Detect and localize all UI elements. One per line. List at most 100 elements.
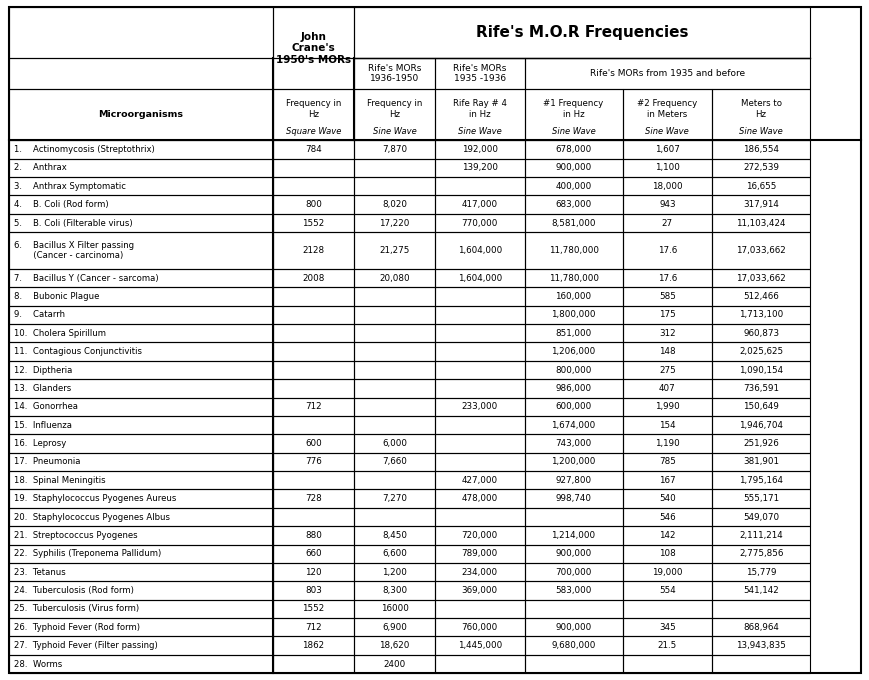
Bar bbox=[524, 655, 622, 673]
Bar bbox=[354, 361, 434, 379]
Bar bbox=[434, 233, 524, 269]
Bar bbox=[273, 379, 354, 398]
Bar bbox=[434, 140, 524, 158]
Bar bbox=[524, 269, 622, 288]
Text: 760,000: 760,000 bbox=[461, 623, 497, 632]
Bar bbox=[711, 508, 809, 526]
Text: 7,270: 7,270 bbox=[381, 494, 407, 503]
Bar bbox=[9, 379, 273, 398]
Text: 1,200,000: 1,200,000 bbox=[551, 458, 595, 466]
Text: 27.  Typhoid Fever (Filter passing): 27. Typhoid Fever (Filter passing) bbox=[14, 641, 157, 650]
Text: 2400: 2400 bbox=[383, 660, 405, 668]
Bar bbox=[434, 306, 524, 324]
Bar bbox=[524, 581, 622, 600]
Text: 1,190: 1,190 bbox=[654, 439, 679, 448]
Text: 142: 142 bbox=[659, 531, 675, 540]
Bar bbox=[9, 306, 273, 324]
Text: 720,000: 720,000 bbox=[461, 531, 497, 540]
Text: Meters to
Hz: Meters to Hz bbox=[740, 99, 780, 118]
Text: 868,964: 868,964 bbox=[742, 623, 778, 632]
Bar bbox=[354, 177, 434, 195]
Text: 167: 167 bbox=[658, 476, 675, 485]
Text: Rife's MORs
1935 -1936: Rife's MORs 1935 -1936 bbox=[453, 64, 506, 83]
Text: 108: 108 bbox=[658, 549, 675, 558]
Bar bbox=[711, 545, 809, 563]
Bar bbox=[622, 343, 711, 361]
Text: 11,780,000: 11,780,000 bbox=[548, 273, 598, 283]
Bar bbox=[9, 618, 273, 636]
Text: 21,275: 21,275 bbox=[379, 246, 409, 255]
Bar bbox=[9, 563, 273, 581]
Text: 1,604,000: 1,604,000 bbox=[457, 246, 501, 255]
Bar bbox=[711, 416, 809, 435]
Bar bbox=[354, 269, 434, 288]
Bar bbox=[273, 361, 354, 379]
Bar bbox=[273, 140, 354, 158]
Text: 789,000: 789,000 bbox=[461, 549, 497, 558]
Bar bbox=[524, 361, 622, 379]
Bar bbox=[9, 269, 273, 288]
Text: 900,000: 900,000 bbox=[554, 163, 591, 173]
Text: #2 Frequency
in Meters: #2 Frequency in Meters bbox=[636, 99, 697, 118]
Text: 12.  Diptheria: 12. Diptheria bbox=[14, 366, 72, 375]
Text: 1,800,000: 1,800,000 bbox=[551, 310, 595, 320]
Text: 234,000: 234,000 bbox=[461, 568, 497, 577]
Bar bbox=[524, 90, 622, 140]
Bar bbox=[622, 140, 711, 158]
Bar bbox=[711, 453, 809, 471]
Text: 743,000: 743,000 bbox=[554, 439, 591, 448]
Text: 18.  Spinal Meningitis: 18. Spinal Meningitis bbox=[14, 476, 105, 485]
Bar bbox=[711, 140, 809, 158]
Text: 784: 784 bbox=[305, 145, 322, 154]
Text: 16000: 16000 bbox=[380, 605, 408, 613]
Bar bbox=[434, 526, 524, 545]
Text: 18,620: 18,620 bbox=[379, 641, 409, 650]
Bar bbox=[354, 288, 434, 306]
Text: 800: 800 bbox=[305, 200, 322, 209]
Text: Frequency in
Hz: Frequency in Hz bbox=[286, 99, 341, 118]
Bar bbox=[273, 526, 354, 545]
Text: 549,070: 549,070 bbox=[742, 513, 779, 522]
Text: 678,000: 678,000 bbox=[554, 145, 591, 154]
Bar bbox=[354, 416, 434, 435]
Bar bbox=[273, 398, 354, 416]
Text: Sine Wave: Sine Wave bbox=[645, 126, 688, 136]
Text: 19,000: 19,000 bbox=[652, 568, 682, 577]
Bar bbox=[354, 140, 434, 158]
Text: 600,000: 600,000 bbox=[554, 403, 591, 411]
Bar bbox=[354, 636, 434, 655]
Text: 139,200: 139,200 bbox=[461, 163, 497, 173]
Bar bbox=[524, 379, 622, 398]
Text: 345: 345 bbox=[658, 623, 675, 632]
Text: 400,000: 400,000 bbox=[554, 182, 591, 191]
Text: 943: 943 bbox=[658, 200, 675, 209]
Bar bbox=[354, 158, 434, 177]
Bar bbox=[354, 58, 434, 90]
Bar bbox=[9, 195, 273, 214]
Bar bbox=[524, 158, 622, 177]
Bar bbox=[273, 58, 354, 90]
Bar bbox=[711, 269, 809, 288]
Text: 251,926: 251,926 bbox=[742, 439, 778, 448]
Bar bbox=[273, 195, 354, 214]
Bar bbox=[273, 545, 354, 563]
Bar bbox=[622, 90, 711, 140]
Bar bbox=[434, 600, 524, 618]
Text: 1,090,154: 1,090,154 bbox=[738, 366, 782, 375]
Bar bbox=[434, 416, 524, 435]
Bar bbox=[524, 177, 622, 195]
Text: 583,000: 583,000 bbox=[554, 586, 591, 595]
Bar bbox=[273, 214, 354, 233]
Bar bbox=[354, 563, 434, 581]
Bar bbox=[434, 379, 524, 398]
Bar bbox=[9, 655, 273, 673]
Bar bbox=[273, 269, 354, 288]
Text: 21.  Streptococcus Pyogenes: 21. Streptococcus Pyogenes bbox=[14, 531, 137, 540]
Text: 986,000: 986,000 bbox=[554, 384, 591, 393]
Bar bbox=[434, 214, 524, 233]
Text: 683,000: 683,000 bbox=[554, 200, 591, 209]
Bar bbox=[524, 233, 622, 269]
Bar bbox=[434, 90, 524, 140]
Bar bbox=[524, 600, 622, 618]
Text: 23.  Tetanus: 23. Tetanus bbox=[14, 568, 65, 577]
